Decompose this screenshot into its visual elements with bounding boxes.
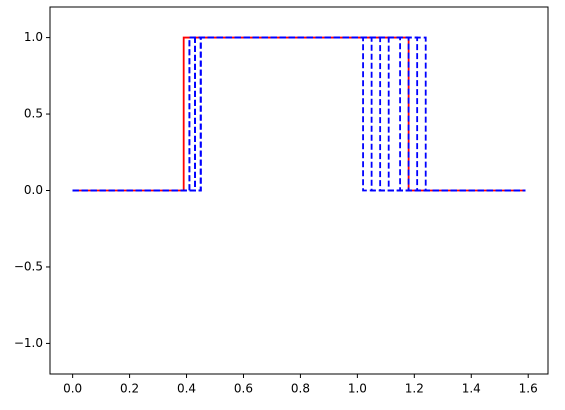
x-tick-label: 1.4 <box>462 382 481 396</box>
y-tick-label: 1.0 <box>24 30 43 44</box>
x-tick-label: 1.0 <box>348 382 367 396</box>
y-tick-label: 0.0 <box>24 183 43 197</box>
x-tick-label: 1.2 <box>405 382 424 396</box>
y-tick-label: 0.5 <box>24 107 43 121</box>
y-tick-label: −1.0 <box>14 336 43 350</box>
y-tick-label: −0.5 <box>14 259 43 273</box>
x-tick-label: 0.6 <box>234 382 253 396</box>
x-tick-label: 0.2 <box>120 382 139 396</box>
x-tick-label: 0.0 <box>63 382 82 396</box>
x-tick-label: 0.8 <box>291 382 310 396</box>
x-tick-label: 0.4 <box>177 382 196 396</box>
x-tick-label: 1.6 <box>519 382 538 396</box>
step-line <box>72 36 526 192</box>
